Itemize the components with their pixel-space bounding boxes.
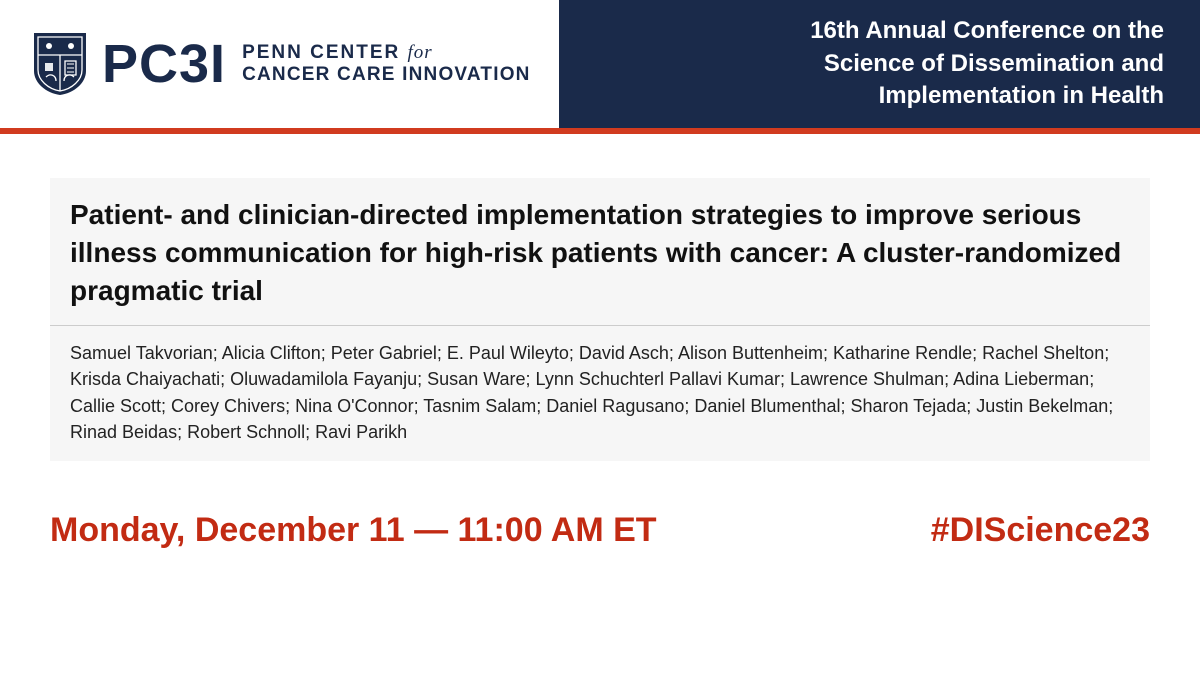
footer-line: Monday, December 11 — 11:00 AM ET #DISci… <box>0 461 1200 550</box>
logo-line1: PENN CENTER for <box>242 42 531 64</box>
logo-acronym: PC3I <box>102 37 226 91</box>
paper-title: Patient- and clinician-directed implemen… <box>70 196 1130 309</box>
content-area: Patient- and clinician-directed implemen… <box>0 134 1200 461</box>
hashtag: #DIScience23 <box>931 511 1150 550</box>
logo-subtitle: PENN CENTER for CANCER CARE INNOVATION <box>242 42 531 86</box>
authors-box: Samuel Takvorian; Alicia Clifton; Peter … <box>50 326 1150 460</box>
paper-authors: Samuel Takvorian; Alicia Clifton; Peter … <box>70 340 1130 444</box>
conference-line1: 16th Annual Conference on the <box>810 15 1164 47</box>
header-bar: PC3I PENN CENTER for CANCER CARE INNOVAT… <box>0 0 1200 134</box>
penn-shield-icon <box>32 31 88 97</box>
logo-line2: CANCER CARE INNOVATION <box>242 64 531 86</box>
conference-line3: Implementation in Health <box>879 80 1164 112</box>
date-text: Monday, December 11 — 11:00 AM ET <box>50 511 657 550</box>
logo-text: PC3I PENN CENTER for CANCER CARE INNOVAT… <box>102 37 531 91</box>
logo-block: PC3I PENN CENTER for CANCER CARE INNOVAT… <box>0 0 559 128</box>
conference-title: 16th Annual Conference on the Science of… <box>559 0 1200 128</box>
paper-title-box: Patient- and clinician-directed implemen… <box>50 178 1150 326</box>
conference-line2: Science of Dissemination and <box>824 48 1164 80</box>
